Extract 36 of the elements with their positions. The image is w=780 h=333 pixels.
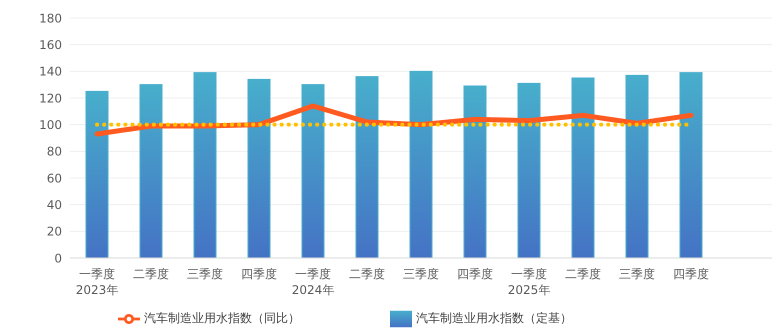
- x-tick-label: 四季度: [457, 267, 493, 281]
- legend-label: 汽车制造业用水指数（定基）: [416, 311, 572, 326]
- bar: [410, 70, 432, 258]
- y-tick-label: 80: [46, 144, 62, 159]
- x-tick-label: 四季度: [673, 267, 709, 281]
- y-tick-label: 0: [54, 251, 62, 266]
- y-tick-label: 180: [39, 11, 62, 26]
- legend-label: 汽车制造业用水指数（同比）: [144, 311, 300, 326]
- bar: [680, 72, 702, 258]
- y-tick-label: 100: [39, 118, 62, 132]
- x-tick-label: 三季度: [403, 267, 439, 281]
- bar: [194, 72, 216, 258]
- bar: [626, 74, 648, 258]
- x-tick-label: 三季度: [619, 267, 655, 281]
- x-tick-label: 一季度 2023年: [76, 267, 118, 297]
- bar: [140, 84, 162, 258]
- x-tick-label: 一季度 2024年: [292, 267, 334, 297]
- y-tick-label: 60: [46, 171, 62, 186]
- x-tick-label: 二季度: [349, 267, 385, 281]
- x-tick-label: 一季度 2025年: [508, 267, 550, 297]
- x-tick-label: 二季度: [133, 267, 169, 281]
- y-tick-label: 20: [46, 224, 62, 239]
- y-tick-label: 40: [46, 198, 62, 212]
- y-tick-label: 160: [39, 38, 62, 52]
- y-tick-label: 140: [39, 64, 62, 79]
- bar: [518, 82, 540, 258]
- y-tick-label: 120: [39, 91, 62, 106]
- bar: [248, 78, 270, 258]
- x-tick-label: 四季度: [241, 267, 277, 281]
- x-tick-label: 二季度: [565, 267, 601, 281]
- bar: [464, 86, 486, 258]
- bar: [356, 76, 378, 258]
- bar: [86, 90, 108, 258]
- bar: [302, 84, 324, 258]
- x-tick-label: 三季度: [187, 267, 223, 281]
- bar: [572, 78, 594, 258]
